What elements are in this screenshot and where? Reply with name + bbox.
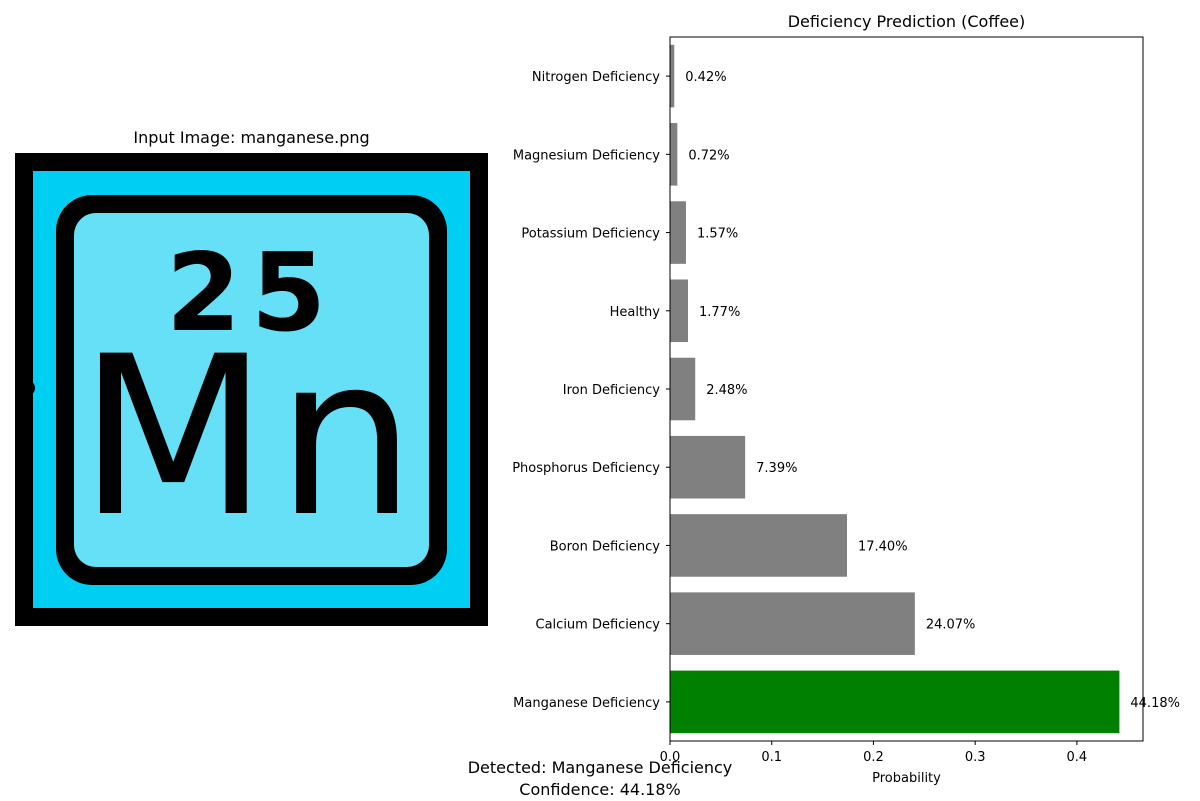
bar bbox=[670, 514, 847, 577]
bar bbox=[670, 670, 1120, 734]
y-tick-label: Nitrogen Deficiency bbox=[532, 70, 660, 85]
bar-value-label: 1.77% bbox=[699, 305, 740, 320]
y-tick-label: Phosphorus Deficiency bbox=[512, 461, 660, 476]
confidence-label: Confidence: 44.18% bbox=[519, 780, 681, 799]
bar bbox=[670, 279, 689, 343]
x-tick-label: 0.4 bbox=[1067, 750, 1088, 765]
bar-value-label: 44.18% bbox=[1130, 696, 1180, 711]
x-axis-label: Probability bbox=[872, 771, 941, 786]
detected-label: Detected: Manganese Deficiency bbox=[467, 758, 733, 777]
x-tick-label: 0.3 bbox=[965, 750, 986, 765]
plot-frame bbox=[669, 36, 1144, 742]
x-tick-label: 0.2 bbox=[863, 750, 884, 765]
y-tick-label: Magnesium Deficiency bbox=[513, 148, 660, 163]
element-symbol: Mn bbox=[78, 309, 423, 565]
element-number: 25 bbox=[166, 231, 336, 356]
manganese-element-image: 25 Mn bbox=[15, 153, 488, 626]
image-panel-title: Input Image: manganese.png bbox=[133, 128, 370, 147]
bar bbox=[670, 44, 675, 108]
bar-value-label: 0.42% bbox=[685, 70, 726, 85]
bar bbox=[670, 201, 686, 264]
y-tick-label: Calcium Deficiency bbox=[536, 618, 661, 633]
bar-value-label: 7.39% bbox=[756, 461, 797, 476]
x-tick-label: 0.0 bbox=[660, 750, 681, 765]
bar bbox=[670, 123, 678, 186]
bar bbox=[670, 435, 746, 499]
y-tick-label: Potassium Deficiency bbox=[521, 227, 660, 242]
bar-value-label: 0.72% bbox=[688, 148, 729, 163]
y-tick-label: Iron Deficiency bbox=[563, 383, 661, 398]
bar bbox=[670, 592, 915, 655]
bar bbox=[670, 357, 696, 421]
bar-value-label: 2.48% bbox=[706, 383, 747, 398]
bar-value-label: 1.57% bbox=[697, 227, 738, 242]
y-tick-label: Boron Deficiency bbox=[550, 539, 661, 554]
bar-value-label: 24.07% bbox=[926, 618, 976, 633]
y-tick-label: Healthy bbox=[610, 305, 661, 320]
bar-value-label: 17.40% bbox=[858, 539, 908, 554]
y-tick-label: Manganese Deficiency bbox=[513, 696, 660, 711]
chart-title: Deficiency Prediction (Coffee) bbox=[787, 12, 1026, 31]
tile-inner-fill bbox=[74, 213, 429, 567]
x-tick-label: 0.1 bbox=[761, 750, 782, 765]
